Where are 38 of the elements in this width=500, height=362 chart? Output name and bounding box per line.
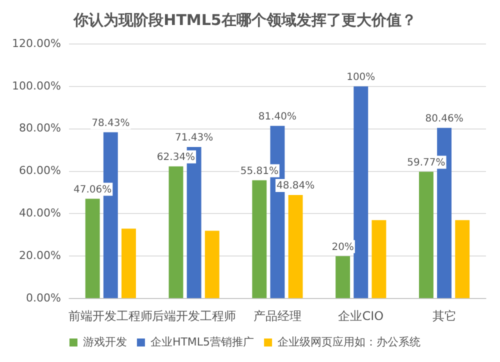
y-tick-label: 120.00% bbox=[12, 36, 61, 50]
y-tick-label: 80.00% bbox=[18, 122, 61, 135]
y-tick-label: 40.00% bbox=[18, 206, 61, 220]
bar bbox=[252, 180, 267, 298]
legend-label: 游戏开发 bbox=[82, 335, 127, 348]
legend-label: 企业HTML5营销推广 bbox=[150, 335, 254, 348]
bar bbox=[354, 86, 368, 298]
data-label: 20% bbox=[332, 242, 354, 253]
data-label: 48.84% bbox=[276, 180, 315, 192]
y-tick-label: 20.00% bbox=[18, 249, 61, 262]
x-tick-label: 其它 bbox=[432, 308, 456, 323]
x-tick-label: 产品经理 bbox=[253, 308, 302, 323]
bar bbox=[336, 256, 350, 298]
y-tick-label: 60.00% bbox=[18, 164, 61, 178]
x-tick-label: 前端开发工程师 bbox=[68, 308, 153, 323]
x-tick-label: 后端开发工程师 bbox=[152, 308, 236, 323]
bar bbox=[168, 166, 184, 298]
data-label: 62.34% bbox=[156, 152, 196, 163]
bar bbox=[85, 198, 100, 298]
bar bbox=[455, 220, 470, 298]
y-tick-label: 100.00% bbox=[12, 79, 61, 92]
x-tick-label: 企业CIO bbox=[338, 308, 384, 323]
data-label: 47.06% bbox=[74, 184, 112, 196]
bar bbox=[372, 220, 386, 298]
bar bbox=[121, 228, 136, 298]
data-label: 59.77% bbox=[407, 157, 446, 168]
chart-title: 你认为现阶段HTML5在哪个领域发挥了更大价值？ bbox=[72, 10, 416, 29]
legend-label: 企业级网页应用如：办公系统 bbox=[278, 335, 421, 348]
y-tick-label: 0.00% bbox=[26, 291, 61, 304]
bar bbox=[418, 172, 434, 298]
data-label: 81.40% bbox=[258, 111, 297, 122]
data-label: 80.46% bbox=[425, 113, 464, 124]
data-label: 71.43% bbox=[174, 132, 214, 144]
bar bbox=[288, 194, 303, 298]
data-label: 55.81% bbox=[240, 166, 278, 177]
bar bbox=[204, 230, 220, 298]
data-label: 100% bbox=[346, 72, 376, 84]
data-label: 78.43% bbox=[92, 118, 130, 129]
